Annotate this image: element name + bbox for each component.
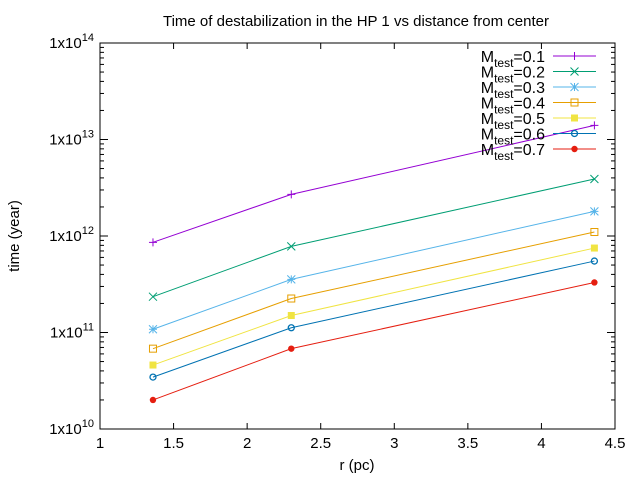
legend-marker xyxy=(570,129,579,138)
legend-item-7: Mtest=0.7 xyxy=(481,142,596,163)
legend-item-4: Mtest=0.4 xyxy=(481,96,596,117)
x-tick-label: 2 xyxy=(243,435,251,452)
y-tick-label: 1x1014 xyxy=(49,32,94,52)
data-point xyxy=(287,324,295,332)
series-1 xyxy=(148,121,599,247)
series-5 xyxy=(149,244,598,369)
y-axis-label: time (year) xyxy=(6,200,23,272)
legend: Mtest=0.1Mtest=0.2Mtest=0.3Mtest=0.4Mtes… xyxy=(481,49,596,163)
x-tick-label: 1 xyxy=(96,435,104,452)
legend-marker xyxy=(571,145,578,153)
legend-item-2: Mtest=0.2 xyxy=(481,65,596,86)
series-line xyxy=(152,178,595,298)
legend-marker xyxy=(571,114,578,122)
data-point xyxy=(148,238,157,247)
y-tick-label: 1x1012 xyxy=(49,225,94,245)
x-tick-label: 1.5 xyxy=(163,435,184,452)
x-tick-label: 4.5 xyxy=(605,435,626,452)
x-tick-label: 2.5 xyxy=(310,435,331,452)
x-tick-label: 3 xyxy=(390,435,398,452)
data-point xyxy=(591,279,598,286)
legend-label: Mtest=0.3 xyxy=(481,80,545,101)
legend-item-6: Mtest=0.6 xyxy=(481,127,596,148)
data-point xyxy=(287,294,296,303)
legend-label: Mtest=0.4 xyxy=(481,96,545,117)
data-point xyxy=(149,373,157,381)
data-point xyxy=(590,244,598,252)
legend-marker xyxy=(570,82,579,92)
data-point xyxy=(148,292,158,302)
legend-label: Mtest=0.1 xyxy=(481,49,545,70)
series-line xyxy=(152,260,595,378)
series-3 xyxy=(148,207,599,334)
data-point xyxy=(590,174,599,184)
series-line xyxy=(152,210,595,330)
data-point xyxy=(590,207,599,216)
legend-label: Mtest=0.7 xyxy=(481,142,545,163)
y-axis: 1x1010 1x1011 1x1012 1x1013 1x1014 xyxy=(49,32,615,438)
legend-item-3: Mtest=0.3 xyxy=(481,80,596,101)
y-tick-label: 1x1011 xyxy=(50,322,94,342)
legend-marker xyxy=(570,98,579,107)
data-point xyxy=(286,275,296,284)
data-point xyxy=(287,312,295,320)
data-point xyxy=(148,324,158,334)
data-point xyxy=(590,121,599,130)
legend-label: Mtest=0.6 xyxy=(481,127,545,148)
legend-item-5: Mtest=0.5 xyxy=(481,111,596,132)
data-point xyxy=(286,242,296,251)
series-6 xyxy=(149,257,599,381)
data-point xyxy=(149,396,157,404)
x-tick-label: 4 xyxy=(537,435,545,452)
series-7 xyxy=(149,279,598,404)
x-axis-label: r (pc) xyxy=(340,457,375,474)
series-4 xyxy=(148,228,599,353)
x-tick-label: 3.5 xyxy=(457,435,478,452)
legend-label: Mtest=0.5 xyxy=(481,111,545,132)
y-tick-label: 1x1010 xyxy=(49,418,94,438)
data-point xyxy=(287,190,296,199)
data-point xyxy=(148,344,157,353)
series-line xyxy=(152,231,595,350)
data-point xyxy=(590,228,599,237)
series-layer xyxy=(148,121,599,404)
data-point xyxy=(288,345,295,352)
legend-item-1: Mtest=0.1 xyxy=(481,49,596,70)
legend-marker xyxy=(570,52,579,60)
x-axis: 1 1.5 2 2.5 3 3.5 4 4.5 xyxy=(96,43,626,452)
data-point xyxy=(590,257,599,265)
data-point xyxy=(149,361,157,369)
series-line xyxy=(152,247,595,366)
y-tick-label: 1x1013 xyxy=(49,129,94,149)
chart-title: Time of destabilization in the HP 1 vs d… xyxy=(163,13,549,30)
series-2 xyxy=(148,174,599,302)
legend-marker xyxy=(570,67,579,76)
legend-label: Mtest=0.2 xyxy=(481,65,545,86)
